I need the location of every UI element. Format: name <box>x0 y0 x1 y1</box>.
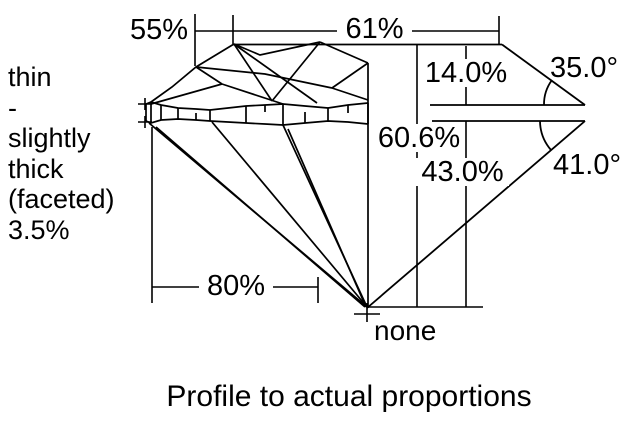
girdle-note-line: thick <box>8 153 64 184</box>
table-size-label: 55% <box>129 14 188 46</box>
pavilion-angle-arc <box>539 120 552 151</box>
diagram-caption: Profile to actual proportions <box>166 380 532 413</box>
pavilion-depth-label: 43.0% <box>416 158 509 187</box>
girdle-note-line: thin <box>8 62 52 92</box>
spread-width-label: 61% <box>337 15 412 44</box>
girdle-tick-top <box>138 98 152 110</box>
girdle-note-line: slightly <box>8 123 91 154</box>
pavilion-facets <box>148 121 368 308</box>
crown-outline <box>150 43 235 103</box>
crown-slope-line <box>501 43 586 106</box>
girdle-note-line: (faceted) <box>8 184 115 215</box>
lower-girdle-label: 80% <box>199 272 273 301</box>
right-profile-outline <box>233 43 586 309</box>
crown-facets <box>150 41 369 308</box>
girdle-band <box>145 101 369 126</box>
culet-label: none <box>374 315 437 346</box>
girdle-thickness-note: thin - slightly thick (faceted) 3.5% <box>8 62 115 246</box>
crown-angle-label: 35.0° <box>550 52 619 84</box>
total-depth-label: 60.6% <box>374 124 464 153</box>
pavilion-slope-line <box>366 120 586 309</box>
pavilion-angle-label: 41.0° <box>553 149 622 181</box>
girdle-note-line: 3.5% <box>8 214 70 245</box>
crown-height-label: 14.0% <box>423 57 509 89</box>
girdle-note-line: - <box>8 92 17 123</box>
crown-angle-arc <box>543 79 553 106</box>
